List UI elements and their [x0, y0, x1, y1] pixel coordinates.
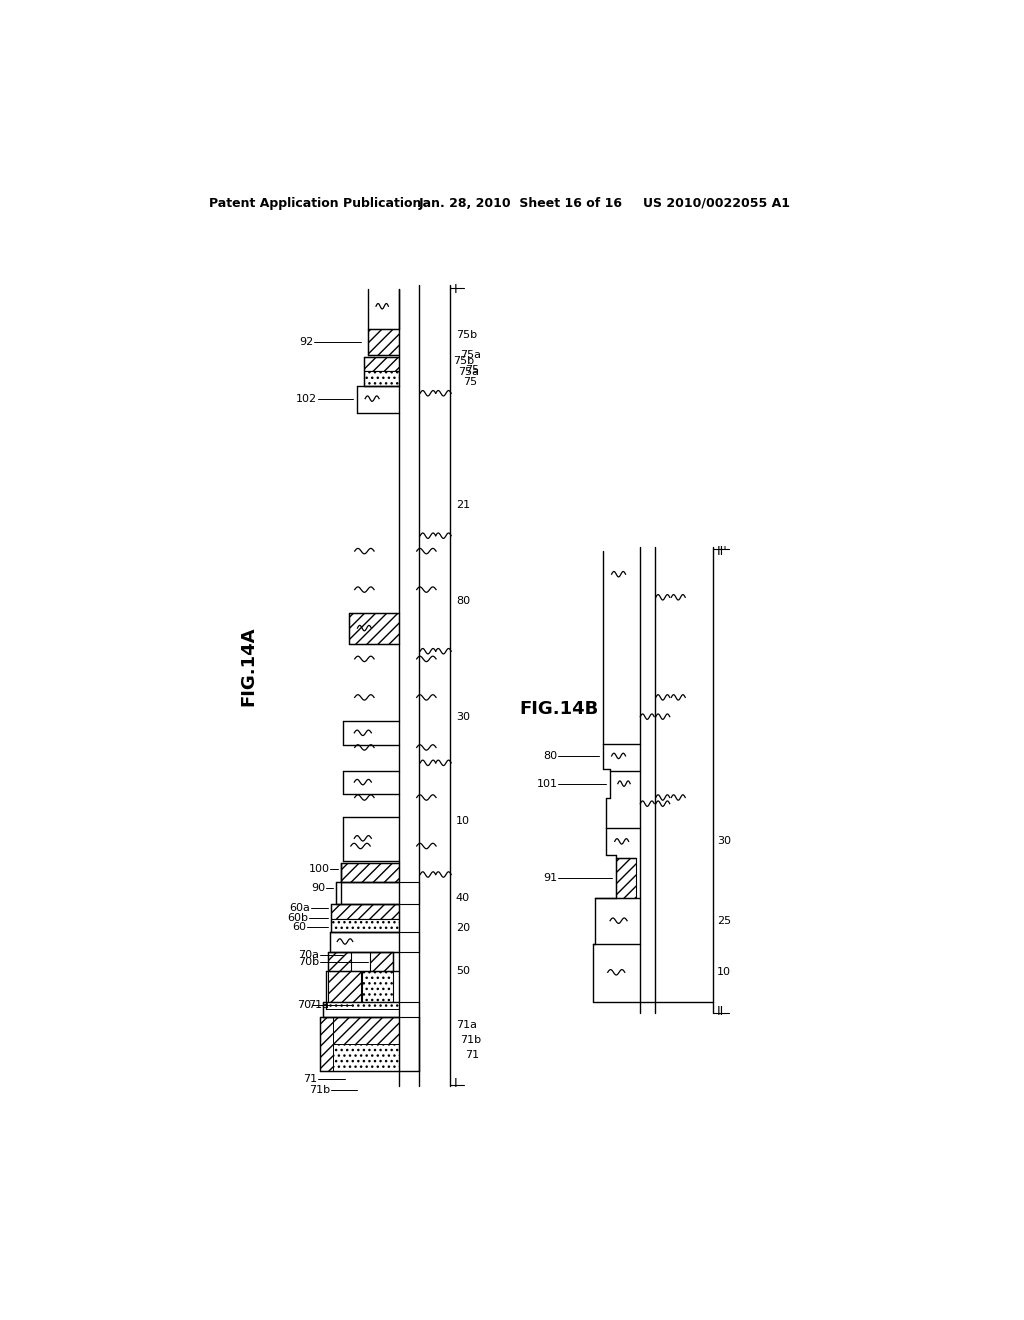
Text: 80: 80 [543, 751, 557, 760]
Polygon shape [365, 371, 399, 385]
Polygon shape [328, 970, 360, 1002]
Text: 30: 30 [717, 837, 731, 846]
Polygon shape [327, 1002, 399, 1010]
Text: 10: 10 [456, 816, 470, 825]
Polygon shape [365, 358, 399, 371]
Text: II: II [717, 1005, 724, 1018]
Text: 70a: 70a [298, 950, 319, 961]
Text: 10: 10 [717, 968, 731, 977]
Polygon shape [336, 882, 419, 904]
Text: 25: 25 [717, 916, 731, 925]
Polygon shape [369, 330, 399, 355]
Text: 71a: 71a [308, 1001, 329, 1010]
Text: I: I [454, 1077, 457, 1090]
Text: 71b: 71b [309, 1085, 331, 1096]
Text: FIG.14B: FIG.14B [519, 700, 599, 718]
Text: 60: 60 [292, 921, 306, 932]
Text: 90: 90 [311, 883, 326, 894]
Text: I: I [454, 282, 457, 296]
Text: 92: 92 [299, 337, 313, 347]
Text: 75b: 75b [456, 330, 477, 341]
Text: 75a: 75a [461, 350, 481, 360]
Text: 30: 30 [456, 711, 470, 722]
Text: 80: 80 [456, 597, 470, 606]
Text: 71b: 71b [461, 1035, 481, 1045]
Text: Jan. 28, 2010  Sheet 16 of 16: Jan. 28, 2010 Sheet 16 of 16 [419, 197, 623, 210]
Text: Patent Application Publication: Patent Application Publication [209, 197, 422, 210]
Text: 100: 100 [308, 865, 330, 874]
Text: II': II' [717, 545, 728, 557]
Polygon shape [616, 858, 636, 898]
Text: 71: 71 [465, 1051, 479, 1060]
Polygon shape [331, 919, 399, 932]
Text: US 2010/0022055 A1: US 2010/0022055 A1 [643, 197, 791, 210]
Polygon shape [334, 1044, 399, 1071]
Text: 60a: 60a [289, 903, 310, 912]
Polygon shape [324, 1002, 419, 1016]
Polygon shape [328, 952, 351, 970]
Polygon shape [331, 904, 399, 919]
Polygon shape [341, 863, 399, 882]
Text: 71a: 71a [456, 1019, 477, 1030]
Polygon shape [321, 1016, 399, 1071]
Text: 60b: 60b [288, 912, 308, 923]
Text: 21: 21 [456, 500, 470, 510]
Polygon shape [370, 952, 393, 970]
Text: 50: 50 [456, 966, 470, 975]
Text: FIG.14A: FIG.14A [240, 627, 257, 706]
Polygon shape [334, 1016, 399, 1044]
Text: 102: 102 [296, 393, 317, 404]
Polygon shape [362, 970, 393, 1002]
Text: 75a: 75a [458, 367, 479, 378]
Text: 70: 70 [297, 1001, 311, 1010]
Text: 40: 40 [456, 892, 470, 903]
Polygon shape [330, 932, 419, 952]
Text: 101: 101 [537, 779, 557, 788]
Text: 70b: 70b [298, 957, 319, 966]
Text: 75: 75 [463, 378, 477, 388]
Text: 71: 71 [303, 1073, 317, 1084]
Text: 20: 20 [456, 924, 470, 933]
Text: 75b: 75b [454, 356, 475, 366]
Polygon shape [349, 612, 399, 644]
Text: 91: 91 [543, 873, 557, 883]
Text: 75: 75 [465, 366, 479, 375]
